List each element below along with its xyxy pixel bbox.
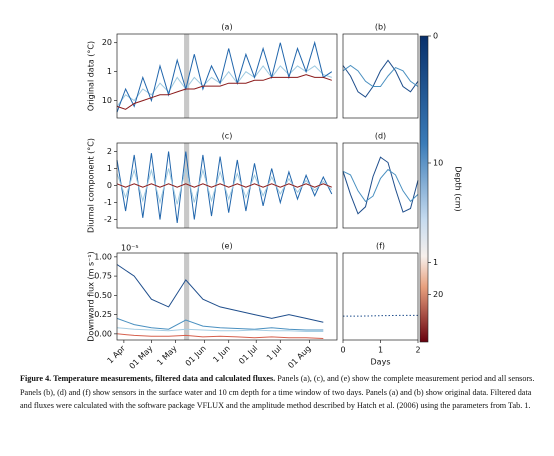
y-tick-label: 0.50 — [94, 291, 112, 300]
y-tick-label: -2 — [104, 215, 112, 224]
panel-title: (c) — [222, 132, 233, 141]
plot-frame — [342, 33, 419, 119]
series-line — [116, 317, 324, 331]
y-tick-label: 10 — [102, 96, 112, 105]
series-line — [116, 65, 332, 107]
y-tick-label: 2 — [107, 147, 112, 156]
x-tick-label: 1 — [378, 346, 383, 355]
caption-label: Figure 4. Temperature measurements, filt… — [20, 374, 276, 383]
y-tick-label: 1 — [107, 164, 112, 173]
x-tick-label: 1 May — [155, 344, 179, 368]
highlight-band — [184, 253, 190, 340]
series-line — [342, 168, 419, 203]
y-tick-label: 20 — [102, 38, 112, 47]
x-tick-label: 2 — [415, 346, 420, 355]
colorbar-tick-label: 1 — [433, 258, 438, 267]
caption: Figure 4. Temperature measurements, filt… — [20, 372, 536, 413]
series-line — [342, 156, 419, 215]
series-line — [116, 74, 332, 110]
y-tick-label: 0 — [107, 181, 112, 190]
plot-frame — [116, 33, 338, 119]
panel-title: (f) — [376, 242, 385, 251]
plot-frame — [342, 252, 419, 341]
y-axis-label: Downward flux (m s⁻¹) — [87, 251, 96, 341]
highlight-band — [184, 143, 190, 228]
plot-frame — [116, 142, 338, 229]
series-line — [116, 333, 324, 339]
y-tick-label: 0.25 — [94, 310, 112, 319]
series-line — [116, 40, 333, 113]
y-tick-label: 1.00 — [94, 252, 112, 261]
x-tick-label: 1 Jun — [211, 344, 232, 365]
series-line — [116, 151, 333, 223]
y-tick-label: -1 — [104, 198, 112, 207]
x-tick-label: 01 Aug — [286, 344, 312, 370]
offset-text: 10⁻⁵ — [121, 244, 139, 253]
plot-frame — [342, 142, 419, 229]
colorbar-label: Depth (cm) — [454, 166, 463, 211]
plot-frame — [116, 252, 338, 341]
y-tick-label: 0.00 — [94, 329, 112, 338]
x-tick-label: 01 Jul — [237, 344, 259, 366]
y-tick-label: 1 — [107, 67, 112, 76]
x-tick-label: 1 Jul — [265, 344, 284, 363]
colorbar-tick-label: 0 — [433, 32, 438, 41]
panel-title: (d) — [375, 132, 386, 141]
x-tick-label: 01 Jun — [184, 344, 208, 368]
series-line — [342, 59, 419, 98]
colorbar-tick-label: 20 — [433, 290, 443, 299]
y-tick-label: 0.75 — [94, 272, 112, 281]
colorbar — [419, 35, 429, 343]
series-line — [343, 314, 418, 317]
series-line — [116, 264, 324, 323]
panel-title: (e) — [221, 242, 232, 251]
series-line — [342, 64, 419, 87]
x-axis-label: Days — [371, 358, 391, 367]
colorbar-tick-label: 10 — [433, 158, 443, 167]
x-tick-label: 0 — [340, 346, 345, 355]
series-line — [116, 327, 324, 332]
panel-title: (a) — [221, 23, 232, 32]
series-line — [116, 183, 332, 188]
caption-text: Panels (a), (c), and (e) show the comple… — [20, 374, 535, 411]
x-tick-label: 01 May — [127, 344, 154, 370]
panel-title: (b) — [375, 23, 386, 32]
figure: Depth (cm) (a)Original data (°C) 10120(b)… — [87, 23, 463, 371]
highlight-band — [184, 34, 190, 118]
x-tick-label: 1 Apr — [106, 343, 128, 365]
y-axis-label: Diurnal component (°C) — [87, 138, 96, 233]
y-axis-label: Original data (°C) — [87, 41, 96, 111]
